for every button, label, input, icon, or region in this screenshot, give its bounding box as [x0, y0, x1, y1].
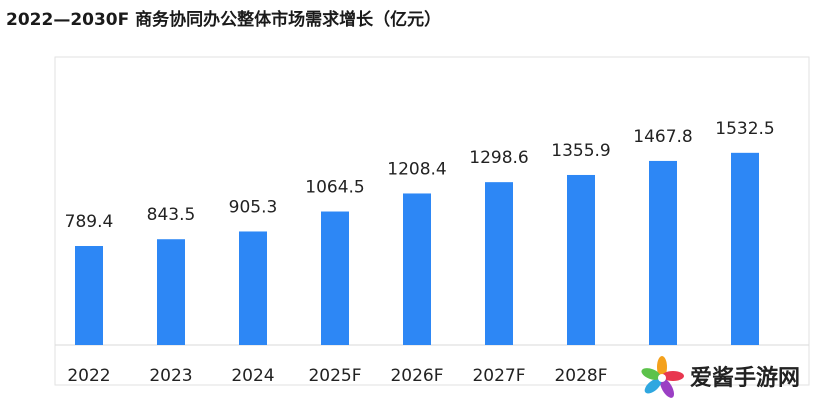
x-tick-label: 2023	[149, 366, 192, 386]
bar	[239, 231, 267, 345]
plot-frame	[54, 56, 810, 386]
watermark-icon	[641, 356, 684, 398]
data-label: 1208.4	[387, 159, 446, 179]
x-tick-label: 2028F	[554, 366, 607, 386]
data-label: 1298.6	[469, 148, 528, 168]
bar	[157, 239, 185, 345]
bar	[485, 182, 513, 345]
chart-title: 2022—2030F 商务协同办公整体市场需求增长（亿元）	[6, 9, 441, 30]
x-tick-label: 2027F	[472, 366, 525, 386]
data-label: 1532.5	[715, 119, 774, 139]
data-label: 843.5	[147, 205, 196, 225]
x-tick-label: 2026F	[390, 366, 443, 386]
data-label: 789.4	[65, 212, 114, 232]
bar	[731, 152, 759, 345]
bar	[567, 174, 595, 345]
bar	[321, 211, 349, 345]
bar	[75, 246, 103, 345]
data-label: 1355.9	[551, 141, 610, 161]
data-label: 905.3	[229, 197, 278, 217]
watermark: 爱酱手游网	[641, 356, 800, 398]
x-tick-label: 2024	[231, 366, 274, 386]
bar	[649, 160, 677, 345]
data-label: 1467.8	[633, 127, 692, 147]
x-tick-label: 2022	[67, 366, 110, 386]
watermark-text: 爱酱手游网	[690, 365, 800, 391]
bar	[403, 193, 431, 345]
x-tick-label: 2025F	[308, 366, 361, 386]
data-label: 1064.5	[305, 178, 364, 198]
